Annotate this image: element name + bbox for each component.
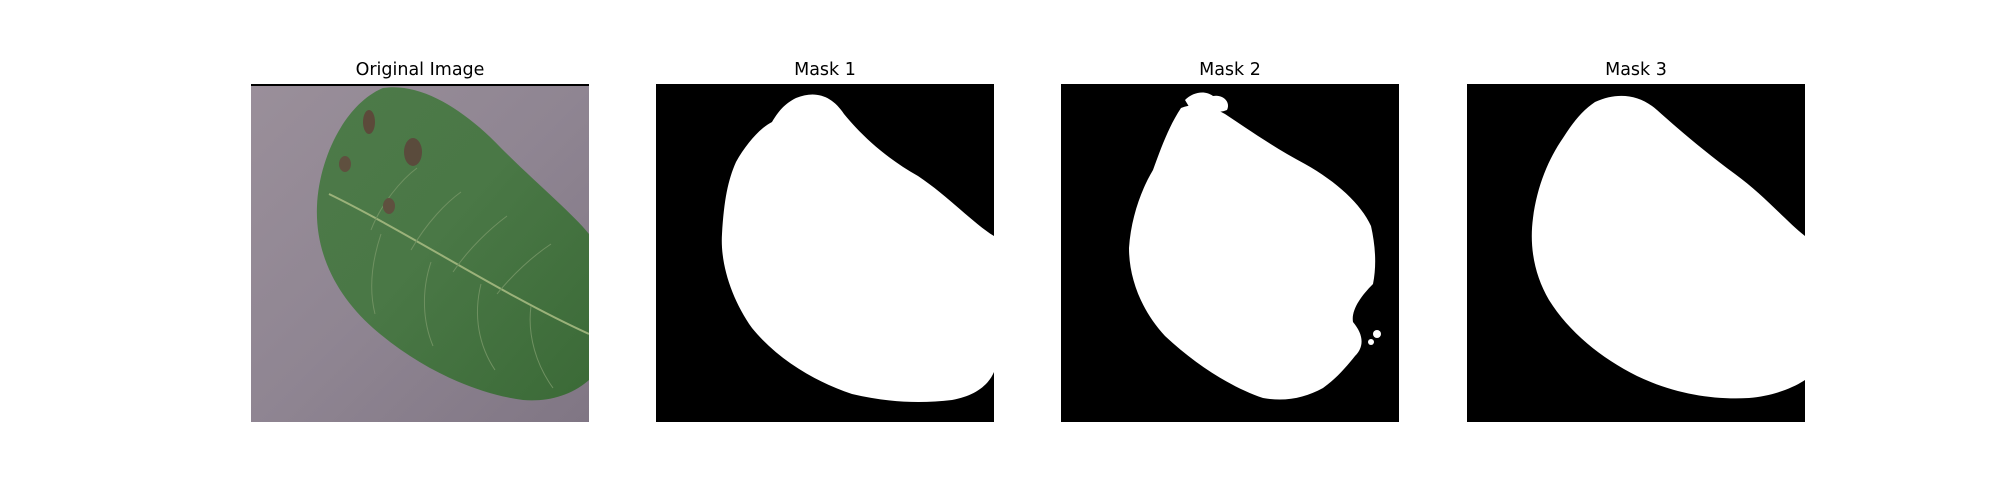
panel-mask-2: Mask 2 [1061,56,1399,422]
panel-title: Mask 3 [1605,60,1667,80]
panel-mask-3: Mask 3 [1467,56,1805,422]
mask-2-image [1061,84,1399,422]
panel-original-image: Original Image [251,56,589,422]
mask-1-image [656,84,994,422]
original-leaf-image [251,84,589,422]
panel-title: Mask 2 [1199,60,1261,80]
mask-3-image [1467,84,1805,422]
panel-title: Mask 1 [794,60,856,80]
panel-mask-1: Mask 1 [656,56,994,422]
panel-title: Original Image [355,60,485,80]
